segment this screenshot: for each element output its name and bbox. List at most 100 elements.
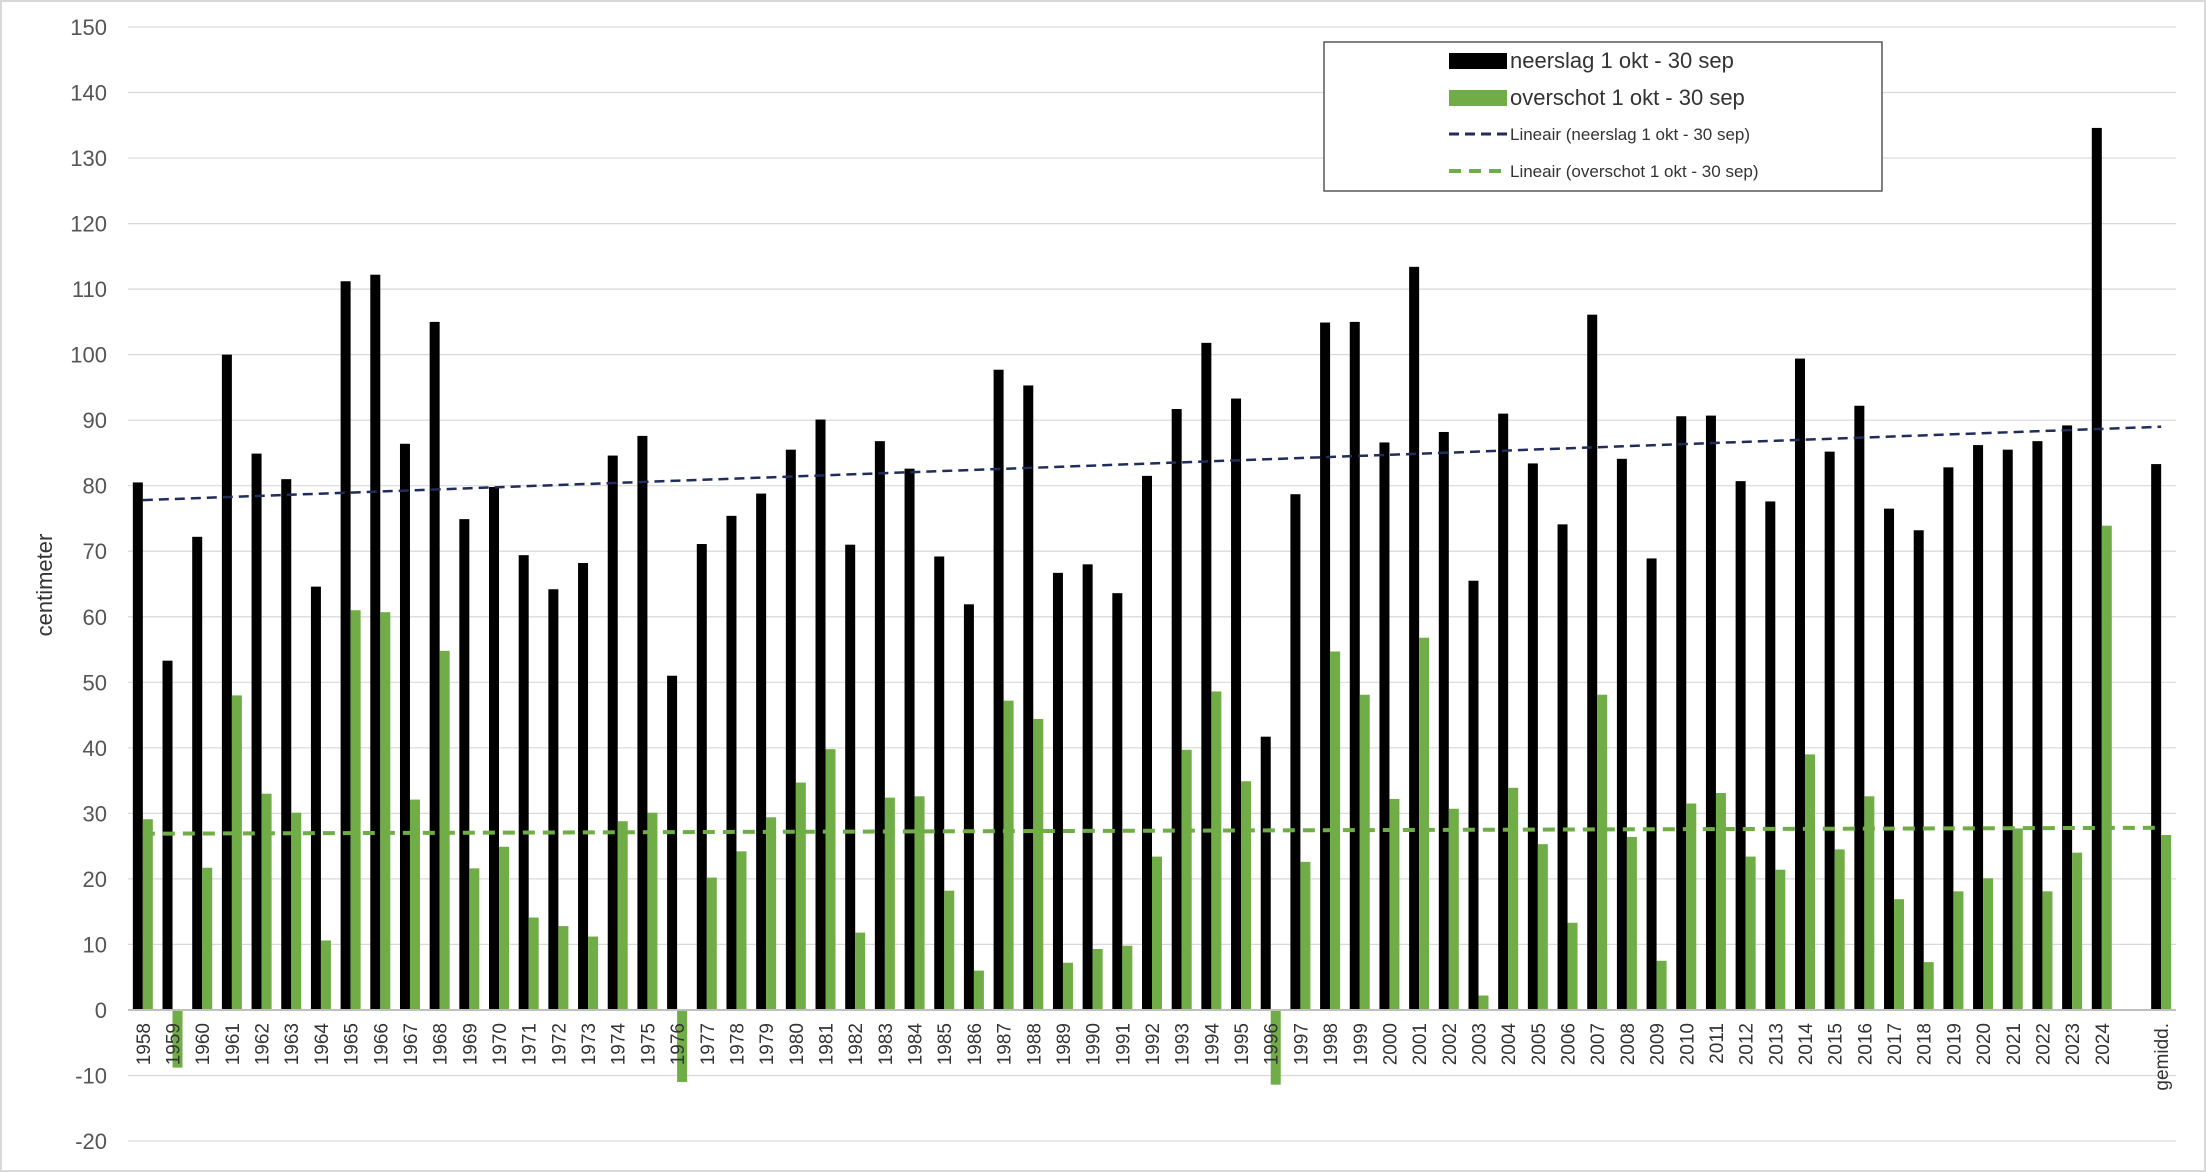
x-tick-label: 2007 [1588, 1023, 1609, 1065]
x-tick-label: 2018 [1915, 1023, 1936, 1065]
x-tick-label: 2000 [1380, 1023, 1401, 1065]
x-tick-label: 2015 [1826, 1023, 1847, 1065]
bar-overschot [2012, 828, 2023, 1010]
bar-neerslag [370, 274, 381, 1010]
x-tick-label: 1994 [1202, 1023, 1223, 1066]
x-tick-label: 2010 [1677, 1023, 1698, 1065]
x-tick-label: 1971 [520, 1023, 541, 1065]
x-tick-label: 1987 [995, 1023, 1016, 1065]
bar-overschot [1122, 945, 1133, 1010]
bar-overschot [1181, 749, 1192, 1010]
y-tick-label: 110 [72, 277, 107, 302]
y-tick-label: 80 [83, 474, 107, 499]
x-tick-label: 2022 [2033, 1023, 2054, 1065]
y-tick-label: 60 [83, 605, 107, 630]
x-tick-label: 1970 [490, 1023, 511, 1065]
bar-overschot [1241, 781, 1252, 1010]
x-tick-label: 2003 [1469, 1023, 1490, 1065]
bar-neerslag [904, 468, 915, 1010]
x-tick-label: 2013 [1766, 1023, 1787, 1065]
y-tick-label: -10 [75, 1063, 107, 1088]
x-tick-label: 1969 [460, 1023, 481, 1065]
bar-overschot [1626, 836, 1637, 1010]
x-tick-label: 2004 [1499, 1023, 1520, 1066]
bar-neerslag [934, 556, 945, 1010]
bar-overschot [1923, 962, 1934, 1010]
bar-neerslag [785, 449, 796, 1010]
x-tick-label: 1996 [1262, 1023, 1283, 1065]
x-tick-label: 1978 [727, 1023, 748, 1065]
bar-neerslag [281, 479, 292, 1010]
x-tick-label: 1968 [431, 1023, 452, 1065]
bar-neerslag [815, 419, 826, 1010]
bar-overschot [588, 936, 599, 1010]
bar-neerslag [1765, 501, 1776, 1010]
bar-overschot [291, 812, 302, 1010]
x-tick-label: 2023 [2063, 1023, 2084, 1065]
bar-overschot [1508, 787, 1519, 1010]
y-tick-label: 130 [70, 146, 107, 171]
bar-neerslag [1052, 572, 1063, 1010]
bar-neerslag [578, 563, 589, 1010]
bar-neerslag [2151, 464, 2162, 1010]
bar-neerslag [874, 441, 885, 1010]
bar-overschot [380, 612, 391, 1010]
legend-label-trend-overschot: Lineair (overschot 1 okt - 30 sep) [1510, 162, 1759, 181]
bar-neerslag [1320, 322, 1331, 1010]
bar-neerslag [1735, 481, 1746, 1010]
bar-overschot [1478, 995, 1489, 1010]
bar-overschot [647, 812, 658, 1010]
bar-overschot [973, 970, 984, 1010]
x-tick-label: 1993 [1173, 1023, 1194, 1065]
bar-neerslag [2002, 449, 2013, 1010]
bar-overschot [1359, 694, 1370, 1010]
bar-overschot [172, 1009, 183, 1068]
bar-overschot [617, 821, 628, 1010]
bar-neerslag [1527, 463, 1538, 1010]
legend-label-neerslag: neerslag 1 okt - 30 sep [1510, 48, 1734, 73]
x-tick-label: 2017 [1885, 1023, 1906, 1065]
bar-neerslag [1379, 442, 1390, 1010]
y-tick-label: 140 [70, 81, 107, 106]
x-tick-label: 2009 [1648, 1023, 1669, 1065]
bar-overschot [1537, 844, 1548, 1010]
x-tick-label: 1998 [1321, 1023, 1342, 1065]
bar-overschot [202, 867, 213, 1010]
bar-overschot [1389, 798, 1400, 1010]
x-tick-label: 2001 [1410, 1023, 1431, 1065]
legend-swatch-overschot [1449, 90, 1507, 106]
x-tick-label: 1997 [1291, 1023, 1312, 1065]
bar-overschot [1834, 849, 1845, 1010]
bar-overschot [1003, 700, 1014, 1010]
bar-neerslag [845, 544, 856, 1010]
x-tick-label: 1972 [549, 1023, 570, 1065]
x-tick-label: 1982 [846, 1023, 867, 1065]
bar-overschot [1686, 803, 1697, 1010]
bar-neerslag [963, 604, 974, 1010]
legend-label-trend-neerslag: Lineair (neerslag 1 okt - 30 sep) [1510, 125, 1750, 144]
bar-overschot [469, 868, 480, 1010]
bar-overschot [409, 799, 420, 1010]
x-tick-label: 2008 [1618, 1023, 1639, 1065]
x-tick-label: 2012 [1737, 1023, 1758, 1065]
bar-neerslag [251, 453, 262, 1010]
y-tick-label: -20 [75, 1129, 107, 1154]
trendline-neerslag [142, 425, 2162, 502]
y-tick-label: 20 [83, 867, 107, 892]
x-tick-label: 2002 [1440, 1023, 1461, 1065]
bar-overschot [1953, 891, 1964, 1010]
bar-overschot [1448, 808, 1459, 1010]
bar-overschot [825, 749, 836, 1010]
bar-neerslag [2062, 425, 2073, 1010]
y-tick-label: 30 [83, 801, 107, 826]
bar-overschot [1092, 948, 1103, 1010]
bar-overschot [1745, 856, 1756, 1010]
bar-overschot [350, 610, 361, 1010]
x-tick-label: 1985 [935, 1023, 956, 1065]
bar-neerslag [1498, 413, 1509, 1010]
bar-neerslag [607, 455, 618, 1010]
bar-overschot [2101, 525, 2112, 1010]
bar-neerslag [1409, 266, 1420, 1010]
